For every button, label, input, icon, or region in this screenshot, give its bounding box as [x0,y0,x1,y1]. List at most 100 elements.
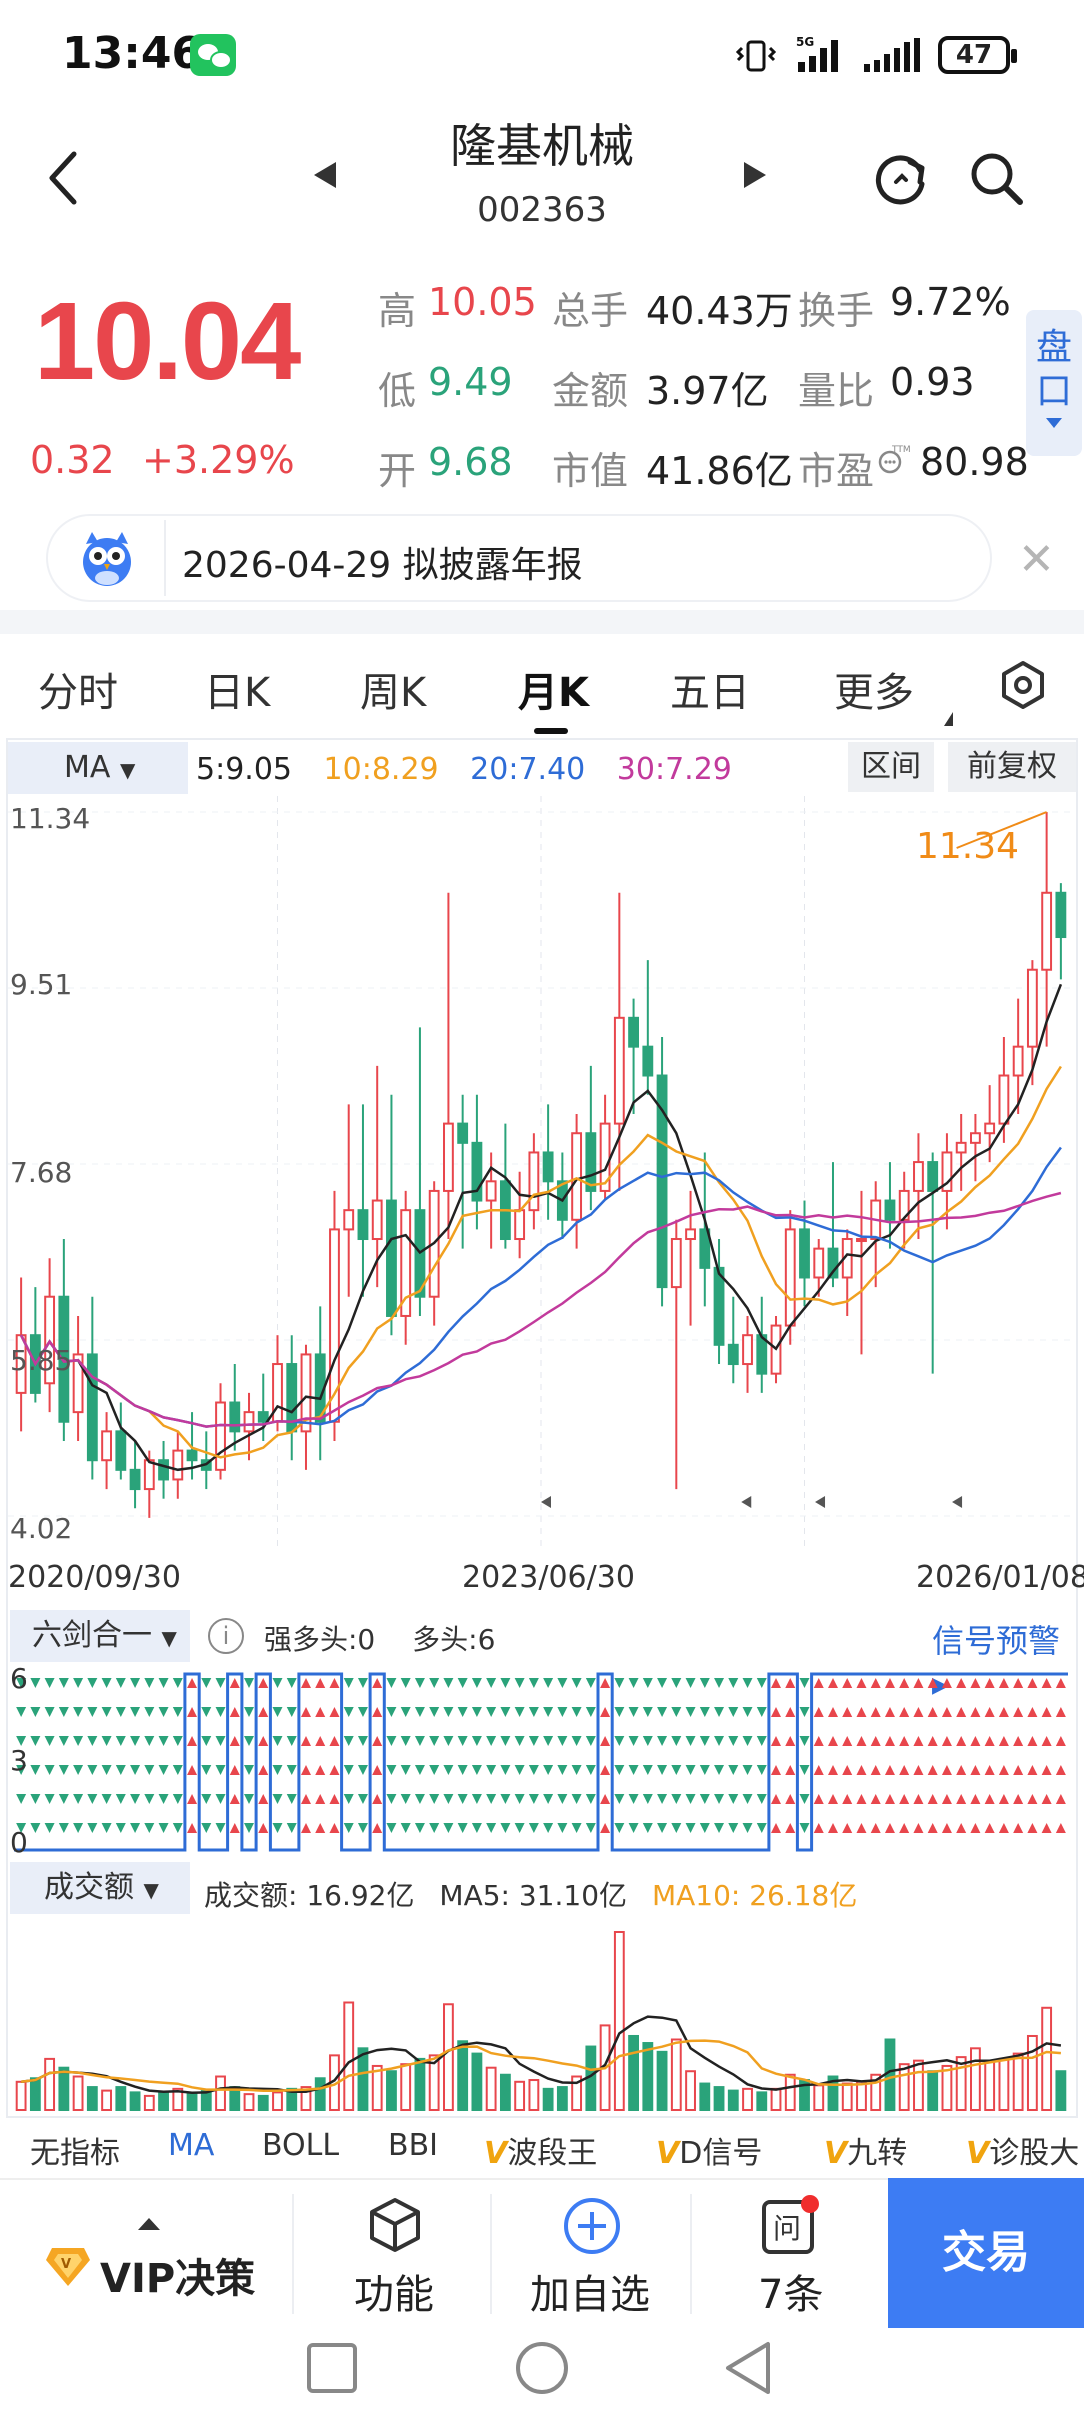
close-icon[interactable]: ✕ [1018,534,1055,585]
back-nav-icon[interactable] [722,2340,774,2396]
bear-arrow-icon [58,1707,69,1717]
bear-arrow-icon [357,1736,368,1746]
info-icon[interactable]: i [208,1618,244,1654]
bull-arrow-icon [1055,1794,1066,1804]
back-button[interactable] [40,148,88,208]
bull-arrow-icon [785,1794,796,1804]
chart-frame [6,738,1078,2118]
volume-bar [770,2087,782,2112]
indicator-y-tick: 6 [10,1662,28,1695]
chevron-down-icon [1046,418,1062,428]
bear-arrow-icon [73,1765,84,1775]
search-icon[interactable] [966,148,1026,208]
indicator-tab-wave-king[interactable]: V波段王 [484,2128,597,2172]
candle-up [243,1411,255,1433]
bear-arrow-icon [628,1707,639,1717]
kline-chart[interactable] [8,796,1076,1546]
indicator-tab-d-signal[interactable]: VD信号 [656,2128,762,2172]
volume-bar [727,2089,739,2111]
bear-arrow-icon [471,1823,482,1833]
bear-arrow-icon [756,1707,767,1717]
bear-arrow-icon [657,1707,668,1717]
tab-weekly-k[interactable]: 周K [360,670,427,716]
indicator-tab-boll[interactable]: BOLL [262,2128,340,2163]
bull-arrow-icon [941,1765,952,1775]
bull-arrow-icon [600,1765,611,1775]
volume-selector[interactable]: 成交额 ▼ [10,1862,190,1914]
indicator-tab-diagnose[interactable]: V诊股大 [966,2128,1084,2172]
bear-arrow-icon [500,1823,511,1833]
tab-more[interactable]: 更多 [834,670,914,716]
order-book-button[interactable]: 盘口 [1026,310,1082,456]
refresh-icon[interactable] [872,148,932,208]
bear-arrow-icon [343,1707,354,1717]
signal-alert-link[interactable]: 信号预警 ▶ [932,1616,1084,1700]
bull-arrow-icon [229,1707,240,1717]
tab-intraday[interactable]: 分时 [38,670,118,716]
volume-bar [386,2070,397,2111]
trade-button[interactable]: 交易 [888,2178,1084,2328]
vibrate-icon [736,40,776,72]
bull-arrow-icon [372,1736,383,1746]
volume-value: 40.43万 [646,289,793,333]
pe-label: 市盈 [798,449,875,493]
tab-daily-k[interactable]: 日K [204,670,271,716]
volume-bar [499,2073,511,2111]
bear-arrow-icon [144,1794,155,1804]
indicator-tab-nine-turn[interactable]: V九转 [824,2128,907,2172]
volume-bar [428,2054,440,2111]
volume-bar [756,2091,768,2111]
bull-arrow-icon [970,1678,981,1688]
add-watchlist-button[interactable]: 加自选 [530,2272,650,2318]
indicator-selector[interactable]: 六剑合一 ▼ [10,1610,190,1662]
bear-arrow-icon [286,1794,297,1804]
bull-arrow-icon [229,1794,240,1804]
indicator-tab-ma[interactable]: MA [168,2128,215,2163]
volume-bar [158,2091,169,2111]
volume-bar [86,2086,98,2112]
vip-decision-button[interactable]: VIP决策 [100,2256,256,2302]
notice-text[interactable]: 2026-04-29 拟披露年报 [182,545,583,586]
notice-bar[interactable] [46,514,992,602]
bear-arrow-icon [272,1707,283,1717]
ma-legend: 5:9.05 10:8.29 20:7.40 30:7.29 [196,752,732,787]
bear-arrow-icon [756,1823,767,1833]
bear-arrow-icon [500,1736,511,1746]
bull-arrow-icon [372,1823,383,1833]
volume-bar [813,2084,825,2112]
tab-monthly-k[interactable]: 月K [518,670,589,716]
indicator-tab-none[interactable]: 无指标 [30,2136,120,2171]
ma-selector[interactable]: MA ▼ [8,742,188,794]
home-icon[interactable] [514,2340,570,2396]
questions-count-button[interactable]: 7条 [758,2272,824,2318]
bull-arrow-icon [315,1678,326,1688]
price-adjust-button[interactable]: 前复权 [948,742,1076,792]
bull-arrow-icon [813,1736,824,1746]
bull-arrow-icon [899,1707,910,1717]
function-button[interactable]: 功能 [354,2272,434,2318]
candle-down [585,1132,597,1192]
bear-arrow-icon [58,1736,69,1746]
chevron-up-icon[interactable] [138,2216,160,2230]
range-button[interactable]: 区间 [848,742,934,792]
bear-arrow-icon [756,1736,767,1746]
vol-ma10-legend: MA10: 26.18亿 [651,1879,858,1912]
bear-arrow-icon [528,1678,539,1688]
recent-apps-icon[interactable] [306,2342,358,2394]
bear-arrow-icon [614,1707,625,1717]
y-tick-label: 4.02 [10,1512,73,1545]
settings-icon[interactable] [998,660,1048,710]
tab-five-day[interactable]: 五日 [670,670,750,716]
bear-arrow-icon [728,1794,739,1804]
ma10-legend: 10:8.29 [323,752,439,787]
bull-arrow-icon [998,1736,1009,1746]
indicator-tab-bbi[interactable]: BBI [388,2128,439,2163]
bear-arrow-icon [144,1678,155,1688]
prev-stock-arrow-icon[interactable] [312,160,338,190]
chevron-down-icon: ▼ [143,1878,159,1902]
bull-arrow-icon [785,1707,796,1717]
bear-arrow-icon [144,1707,155,1717]
bear-arrow-icon [130,1823,141,1833]
bear-arrow-icon [699,1765,710,1775]
next-stock-arrow-icon[interactable] [742,160,768,190]
